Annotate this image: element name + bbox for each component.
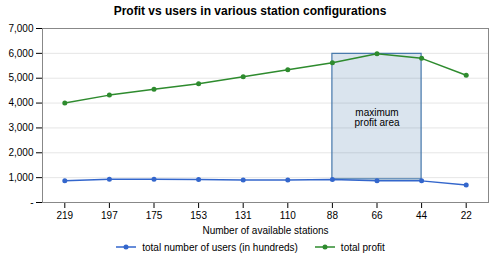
svg-text:66: 66 (371, 210, 383, 221)
svg-text:4,000: 4,000 (8, 97, 33, 108)
svg-text:2,000: 2,000 (8, 147, 33, 158)
svg-text:7,000: 7,000 (8, 23, 33, 34)
html-text:total profit: total profit (340, 241, 385, 253)
svg-text:6,000: 6,000 (8, 48, 33, 59)
html-text:total number of users (in hund: total number of users (in hundreds) (142, 241, 298, 253)
svg-text:-: - (30, 197, 33, 208)
svg-text:Number of available stations: Number of available stations (202, 225, 328, 236)
svg-text:153: 153 (190, 210, 207, 221)
svg-text:131: 131 (235, 210, 252, 221)
svg-text:44: 44 (416, 210, 428, 221)
svg-text:88: 88 (327, 210, 339, 221)
svg-text:1,000: 1,000 (8, 172, 33, 183)
svg-text:175: 175 (146, 210, 163, 221)
svg-text:197: 197 (101, 210, 118, 221)
svg-text:110: 110 (280, 210, 296, 221)
svg-text:5,000: 5,000 (8, 72, 33, 83)
svg-text:219: 219 (56, 210, 73, 221)
svg-text:3,000: 3,000 (8, 122, 33, 133)
html-text:Profit vs users in various sta: Profit vs users in various station confi… (113, 4, 387, 18)
svg-text:22: 22 (461, 210, 473, 221)
svg-text:maximumprofit area: maximumprofit area (354, 107, 399, 128)
